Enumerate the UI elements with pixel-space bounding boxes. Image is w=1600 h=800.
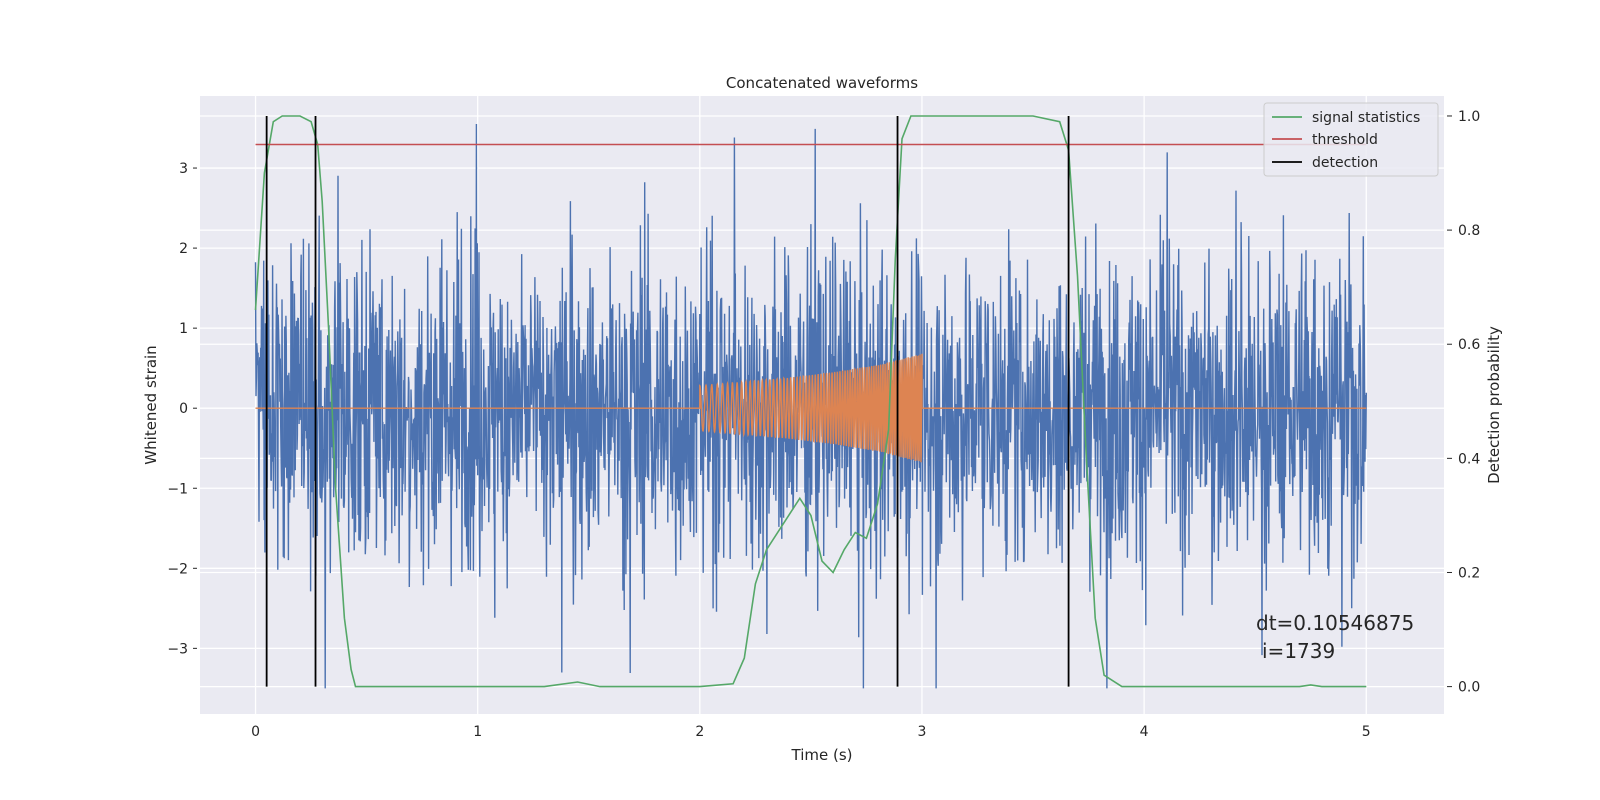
x-tick-label: 0 xyxy=(251,724,260,740)
annotation: dt=0.10546875 i=1739 xyxy=(1256,611,1414,663)
strain-series-line xyxy=(254,123,1367,689)
waveform-series-line xyxy=(255,353,1367,463)
legend-label-signal-statistics: signal statistics xyxy=(1312,110,1420,126)
y-tick-label: 0 xyxy=(179,401,188,417)
y-tick-label: 2 xyxy=(179,241,188,257)
y-axis-label: Whitened strain xyxy=(142,345,160,464)
signal-statistics-line xyxy=(254,115,1367,688)
y2-tick-label: 1.0 xyxy=(1458,109,1480,125)
y-tick-label: −3 xyxy=(167,641,188,657)
y-tick-label: 1 xyxy=(179,321,188,337)
y2-tick-labels: 0.0 0.2 0.4 0.6 0.8 1.0 xyxy=(1458,109,1480,696)
detection-lines xyxy=(265,115,1070,687)
y2-tick-label: 0.8 xyxy=(1458,223,1480,239)
x-tick-labels: 0 1 2 3 4 5 xyxy=(251,724,1371,740)
x-tick-label: 2 xyxy=(695,724,704,740)
y-tick-label: 3 xyxy=(179,161,188,177)
y2-tick-label: 0.2 xyxy=(1458,565,1480,581)
legend-label-detection: detection xyxy=(1312,155,1378,171)
legend-box xyxy=(1263,102,1439,177)
x-axis-label: Time (s) xyxy=(791,746,853,764)
x-tick-label: 5 xyxy=(1362,724,1371,740)
legend: signal statistics threshold detection xyxy=(1263,102,1439,177)
annotation-dt: dt=0.10546875 xyxy=(1256,611,1414,635)
y-tick-label: −1 xyxy=(167,481,188,497)
y2-axis-label: Detection probability xyxy=(1485,326,1503,484)
y2-tick-label: 0.4 xyxy=(1458,451,1480,467)
y2-tick-label: 0.6 xyxy=(1458,337,1480,353)
legend-label-threshold: threshold xyxy=(1312,132,1378,148)
y-tick-label: −2 xyxy=(167,561,188,577)
chart-title: Concatenated waveforms xyxy=(726,74,918,92)
x-tick-label: 4 xyxy=(1140,724,1149,740)
x-tick-label: 3 xyxy=(918,724,927,740)
x-tick-label: 1 xyxy=(473,724,482,740)
y2-tick-label: 0.0 xyxy=(1458,680,1480,696)
annotation-index: i=1739 xyxy=(1262,639,1335,663)
y-tick-labels: −3 −2 −1 0 1 2 3 xyxy=(167,161,188,657)
